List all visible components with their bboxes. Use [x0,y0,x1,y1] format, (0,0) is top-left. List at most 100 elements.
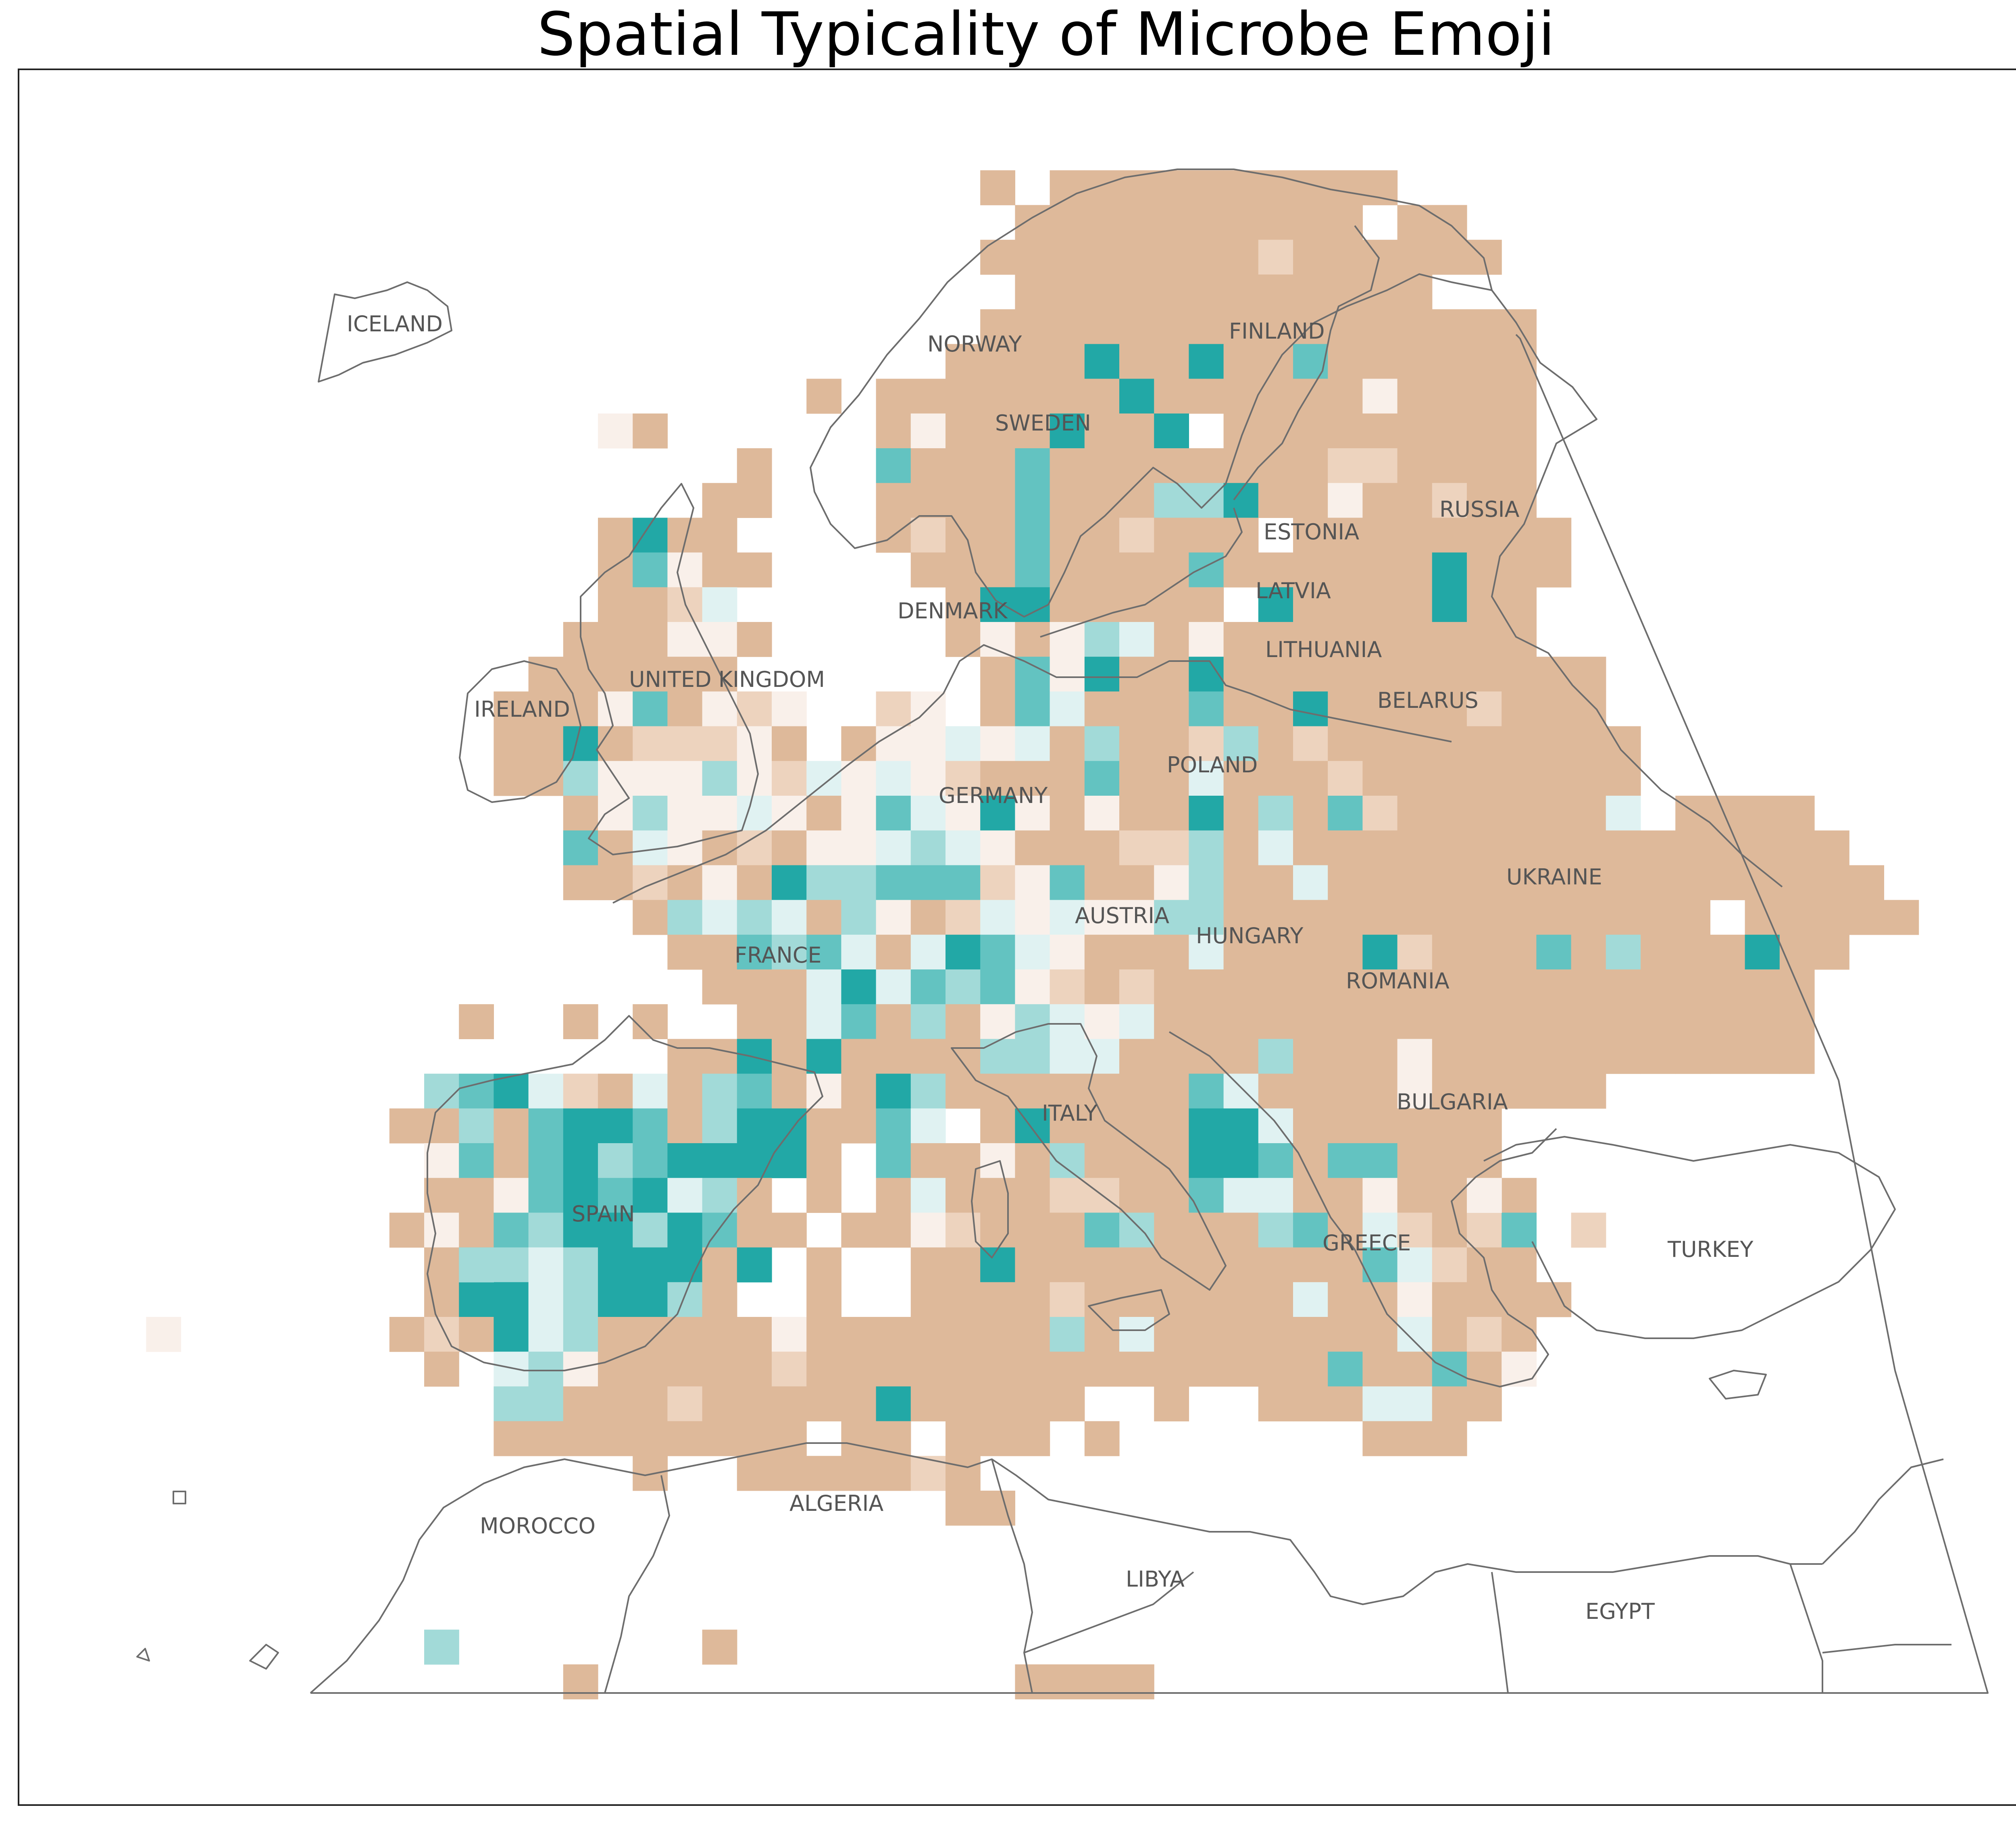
grid-cell [1258,1352,1293,1387]
grid-cell [459,1108,494,1144]
country-label: ROMANIA [1346,968,1450,994]
grid-cell [1293,657,1328,692]
grid-cell [667,761,703,796]
grid-cell [667,518,703,553]
grid-cell [1223,1247,1259,1283]
grid-cell [528,657,564,692]
country-label: FRANCE [735,942,822,968]
grid-cell [1362,1004,1398,1039]
grid-cell [598,796,633,831]
grid-cell [1154,691,1189,727]
grid-cell [1293,1213,1328,1248]
grid-cell [1467,1004,1502,1039]
grid-cell [1536,657,1572,692]
grid-cell [1362,622,1398,657]
grid-cell [528,1247,564,1283]
grid-cell [1084,239,1120,275]
grid-cell [1362,1386,1398,1422]
grid-cell [598,1421,633,1456]
grid-cell [1050,379,1085,414]
grid-cell [1258,413,1293,449]
country-label: AUSTRIA [1075,903,1169,928]
grid-cell [1189,1213,1224,1248]
grid-cell [1084,1317,1120,1352]
grid-cell [702,483,737,518]
grid-cell [1397,587,1433,622]
grid-cell [1189,275,1224,310]
grid-cell [1015,830,1050,865]
grid-cell [702,1386,737,1422]
grid-cell [633,1317,668,1352]
grid-cell [1293,1178,1328,1213]
grid-cell [1189,934,1224,970]
grid-cell [702,587,737,622]
grid-cell [494,1247,529,1283]
grid-cell [1362,309,1398,344]
grid-cell [528,1352,564,1387]
grid-cell [876,1456,911,1491]
grid-cell [1710,796,1745,831]
grid-cell [1328,1004,1363,1039]
grid-cell [1258,1213,1293,1248]
grid-cell [1119,483,1154,518]
grid-cell [1397,622,1433,657]
grid-cell [1293,622,1328,657]
grid-cell [737,448,772,483]
grid-cell [980,726,1015,761]
grid-cell [528,1143,564,1178]
grid-cell [1050,1317,1085,1352]
grid-cell [1397,1352,1433,1387]
grid-cell [1432,1421,1467,1456]
grid-cell [1397,1108,1433,1144]
grid-cell [1119,900,1154,935]
grid-cell [910,1386,946,1422]
grid-cell [1223,622,1259,657]
grid-cell [633,1073,668,1109]
grid-cell [1502,657,1537,692]
grid-cell [1536,796,1572,831]
grid-cell [1397,552,1433,588]
grid-cell [1502,1282,1537,1317]
grid-cell [980,239,1015,275]
grid-cell [1015,483,1050,518]
grid-cell [1536,830,1572,865]
grid-cell [1015,1664,1050,1699]
grid-cell [1362,239,1398,275]
country-label: UKRAINE [1506,864,1602,890]
grid-cell [1641,934,1676,970]
grid-cell [876,1421,911,1456]
grid-cell [1432,309,1467,344]
grid-cell [1397,1213,1433,1248]
grid-cell [806,1247,841,1283]
grid-cell [1015,1317,1050,1352]
grid-cell [1293,379,1328,414]
grid-cell [1328,344,1363,379]
grid-cell [1362,413,1398,449]
grid-cell [1293,969,1328,1005]
grid-cell [1467,1282,1502,1317]
grid-cell [1050,691,1085,727]
grid-cell [1189,761,1224,796]
grid-cell [1015,552,1050,588]
grid-cell [702,622,737,657]
grid-cell [946,1491,981,1526]
grid-cell [1432,865,1467,901]
grid-cell [980,483,1015,518]
grid-cell [1050,483,1085,518]
grid-cell [876,448,911,483]
grid-cell [1293,1143,1328,1178]
grid-cell [1223,205,1259,240]
grid-cell [1293,275,1328,310]
grid-cell [1084,170,1120,206]
grid-cell [1675,1004,1710,1039]
grid-cell [633,691,668,727]
grid-cell [1258,657,1293,692]
country-label: ALGERIA [789,1491,883,1516]
grid-cell [424,1178,459,1213]
grid-cell [841,796,877,831]
grid-cell [1050,1143,1085,1178]
grid-cell [1119,1247,1154,1283]
grid-cell [1606,1039,1641,1074]
grid-cell [1467,1213,1502,1248]
grid-cell [1328,1108,1363,1144]
